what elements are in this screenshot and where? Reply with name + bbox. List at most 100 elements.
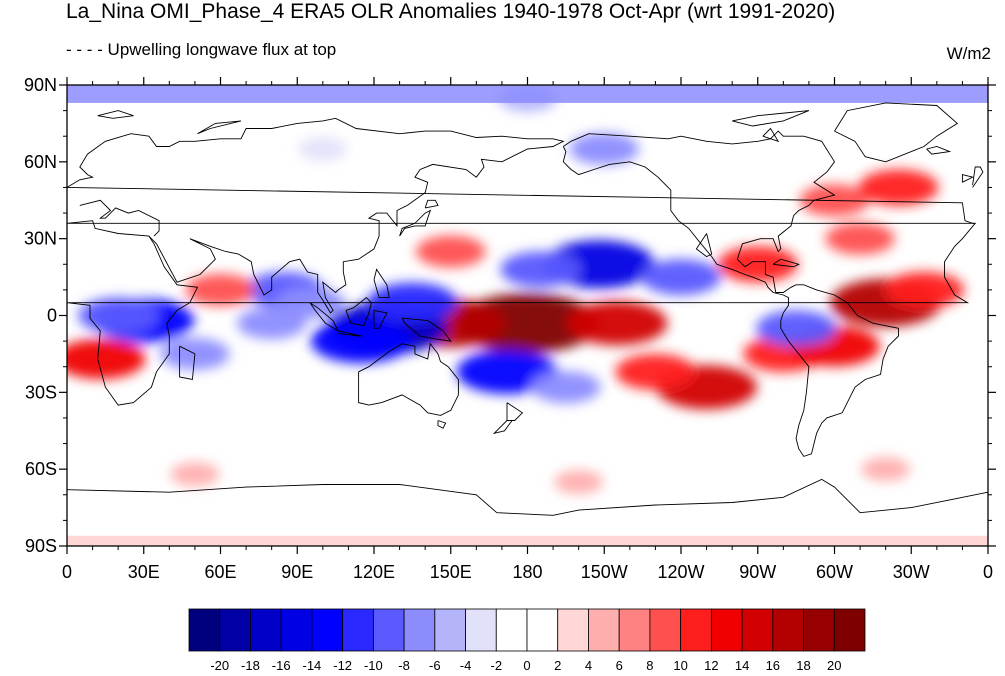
x-tick-label-10: 60W xyxy=(816,562,853,582)
colorbar-label-6: -8 xyxy=(398,658,410,673)
anomaly-region-2 xyxy=(566,301,668,346)
y-tick-label-1: 60N xyxy=(24,152,57,172)
colorbar-label-10: 0 xyxy=(523,658,530,673)
map-subtitle: - - - - Upwelling longwave flux at top xyxy=(66,40,337,59)
anomaly-region-35 xyxy=(170,462,220,487)
colorbar: -20 -18 -16 -14 -12 -10 -8 -6 -4 -2 0 2 4 6 8 10 12 14 16 1… xyxy=(188,608,866,673)
anomaly-region-26 xyxy=(67,339,146,380)
coastlines xyxy=(67,102,988,516)
anomaly-region-22 xyxy=(717,246,798,283)
x-tick-label-5: 150E xyxy=(430,562,472,582)
coastline-3 xyxy=(179,345,196,381)
coastline-14 xyxy=(437,420,447,429)
coastline-26 xyxy=(972,166,984,188)
coastline-15 xyxy=(506,402,524,421)
anomaly-region-27 xyxy=(185,273,256,306)
colorbar-swatch-13 xyxy=(588,608,620,652)
y-tick-label-6: 90S xyxy=(25,536,57,556)
x-tick-label-2: 60E xyxy=(204,562,236,582)
coastline-23 xyxy=(732,110,810,127)
y-tick-label-2: 30N xyxy=(24,229,57,249)
colorbar-swatch-2 xyxy=(250,608,282,652)
colorbar-label-2: -16 xyxy=(272,658,291,673)
colorbar-label-20: 20 xyxy=(827,658,841,673)
anomaly-region-8 xyxy=(456,349,558,394)
anomaly-field xyxy=(67,85,988,546)
arctic-anomaly-band xyxy=(67,85,988,103)
colorbar-swatch-1 xyxy=(219,608,251,652)
colorbar-swatch-0 xyxy=(188,608,221,652)
colorbar-label-19: 18 xyxy=(796,658,810,673)
colorbar-swatch-11 xyxy=(526,608,559,652)
x-tick-label-1: 30E xyxy=(128,562,160,582)
x-tick-label-11: 30W xyxy=(893,562,930,582)
anomaly-region-28 xyxy=(415,235,486,268)
colorbar-label-15: 10 xyxy=(673,658,687,673)
coastline-2 xyxy=(79,199,160,237)
coastline-12 xyxy=(424,199,439,209)
colorbar-label-4: -12 xyxy=(333,658,352,673)
coastline-1 xyxy=(67,220,977,406)
y-tick-label-5: 60S xyxy=(25,459,57,479)
map-title: La_Nina OMI_Phase_4 ERA5 OLR Anomalies 1… xyxy=(66,0,836,23)
x-tick-label-4: 120E xyxy=(353,562,395,582)
coastline-28 xyxy=(67,478,988,516)
colorbar-swatch-5 xyxy=(342,608,374,652)
colorbar-label-18: 16 xyxy=(766,658,780,673)
coastline-10 xyxy=(373,268,390,299)
coastline-8 xyxy=(373,309,388,329)
colorbar-swatch-7 xyxy=(403,608,436,652)
anomaly-region-4 xyxy=(310,319,412,364)
anomaly-region-17 xyxy=(615,353,696,390)
colorbar-label-12: 4 xyxy=(585,658,592,673)
colorbar-label-16: 12 xyxy=(704,658,718,673)
coastline-20 xyxy=(762,127,780,143)
anomaly-region-32 xyxy=(569,133,640,166)
antarctic-anomaly-band xyxy=(67,535,988,546)
colorbar-swatch-4 xyxy=(311,608,344,652)
map-plot-area: 0 30E 60E 90E 120E 150E 180 150W 120W 90W 60W 30W 09… xyxy=(24,75,996,582)
colorbar-label-5: -10 xyxy=(364,658,383,673)
colorbar-swatch-19 xyxy=(772,608,804,652)
coastline-18 xyxy=(695,233,713,258)
coastline-13 xyxy=(358,342,459,416)
anomaly-region-24 xyxy=(858,169,939,206)
anomaly-region-34 xyxy=(554,469,604,494)
colorbar-swatch-18 xyxy=(741,608,774,652)
colorbar-label-1: -18 xyxy=(241,658,260,673)
colorbar-label-3: -14 xyxy=(303,658,322,673)
colorbar-label-14: 8 xyxy=(646,658,653,673)
x-tick-label-9: 90W xyxy=(739,562,776,582)
colorbar-label-17: 14 xyxy=(735,658,749,673)
coastline-21 xyxy=(834,102,959,163)
coastline-6 xyxy=(338,330,362,337)
coastline-9 xyxy=(401,317,452,342)
x-tick-label-7: 150W xyxy=(581,562,628,582)
x-tick-label-12: 0 xyxy=(983,562,993,582)
anomaly-region-21 xyxy=(884,271,965,308)
colorbar-label-0: -20 xyxy=(210,658,229,673)
colorbar-swatch-3 xyxy=(280,608,313,652)
y-tick-label-0: 90N xyxy=(24,75,57,95)
colorbar-swatch-17 xyxy=(710,608,743,652)
x-tick-label-0: 0 xyxy=(62,562,72,582)
y-tick-label-3: 0 xyxy=(47,306,57,326)
colorbar-swatch-10 xyxy=(495,608,528,652)
colorbar-swatch-15 xyxy=(649,608,682,652)
colorbar-swatch-21 xyxy=(833,608,866,652)
x-tick-label-3: 90E xyxy=(281,562,313,582)
anomaly-region-9 xyxy=(531,371,601,404)
anomaly-region-29 xyxy=(641,259,721,296)
anomaly-region-7 xyxy=(500,251,581,288)
coastline-19 xyxy=(772,258,800,268)
colorbar-swatch-9 xyxy=(465,608,497,652)
colorbar-label-8: -4 xyxy=(460,658,472,673)
colorbar-swatch-14 xyxy=(618,608,651,652)
colorbar-swatch-16 xyxy=(680,608,712,652)
anomaly-region-36 xyxy=(861,457,911,482)
coastline-16 xyxy=(492,420,513,435)
colorbar-swatch-12 xyxy=(557,608,589,652)
colorbar-swatch-8 xyxy=(434,608,466,652)
colorbar-label-9: -2 xyxy=(490,658,502,673)
